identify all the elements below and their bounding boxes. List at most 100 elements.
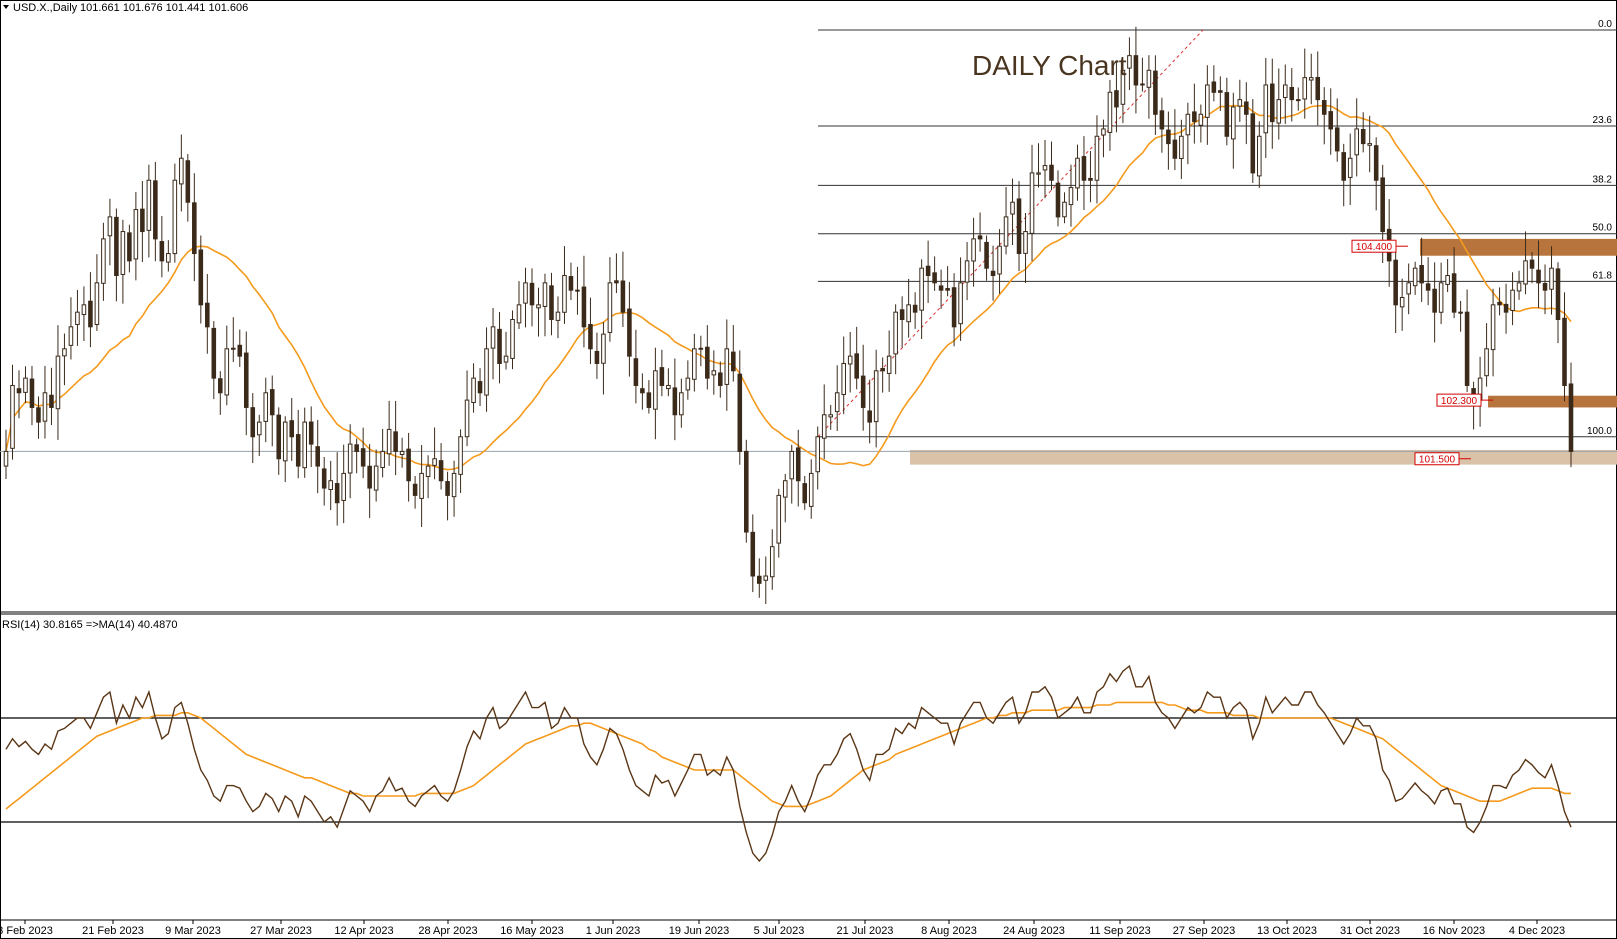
price-label: 104.400 <box>1351 239 1408 253</box>
candle <box>542 273 548 337</box>
candle <box>1036 143 1041 188</box>
candle <box>354 438 359 474</box>
candle <box>1315 51 1321 126</box>
support-zone-101500 <box>910 449 1617 465</box>
candle <box>1432 262 1437 343</box>
x-tick-label: 5 Jul 2023 <box>754 925 805 937</box>
candle <box>302 407 307 478</box>
triangle-down-icon[interactable] <box>3 5 9 9</box>
candle <box>1042 139 1048 199</box>
price-label: 101.500 <box>1414 452 1471 466</box>
ma-line <box>5 104 1572 471</box>
candle <box>679 378 684 428</box>
candle <box>1523 231 1528 295</box>
candle <box>451 460 457 517</box>
candle <box>1529 252 1535 284</box>
candle <box>490 307 496 380</box>
candle <box>445 471 450 521</box>
candle <box>1094 115 1100 204</box>
candle <box>42 365 48 439</box>
candle <box>55 325 61 440</box>
candle <box>1360 112 1366 153</box>
candle <box>412 475 418 509</box>
candle <box>1549 246 1554 315</box>
candle <box>1237 79 1243 122</box>
x-tick-label: 12 Apr 2023 <box>334 925 393 937</box>
candle <box>769 529 775 590</box>
candle <box>127 224 132 273</box>
candle <box>1451 247 1457 319</box>
candle <box>614 253 619 294</box>
candle <box>860 344 866 431</box>
candle <box>114 208 119 302</box>
candle <box>198 235 204 324</box>
candle <box>347 424 353 499</box>
candle <box>873 349 879 448</box>
candle <box>724 319 730 411</box>
x-tick-label: 9 Mar 2023 <box>165 925 221 937</box>
x-tick-label: 16 Nov 2023 <box>1423 925 1485 937</box>
candle <box>1179 119 1184 179</box>
candle <box>1224 77 1230 146</box>
candle <box>224 325 230 406</box>
candle <box>1367 115 1372 173</box>
candle <box>1373 137 1379 211</box>
rsi-header: RSI(14) 30.8165 =>MA(14) 40.4870 <box>2 619 178 631</box>
resistance-zone-104400 <box>1420 238 1617 256</box>
candle <box>1536 240 1541 309</box>
candle <box>854 326 859 390</box>
candle <box>847 332 853 393</box>
candle <box>1503 283 1509 334</box>
candle <box>94 254 100 331</box>
rsi-pane <box>0 664 1617 863</box>
candle <box>399 437 405 468</box>
candle <box>588 297 593 365</box>
candle <box>672 358 678 441</box>
candle <box>81 286 87 342</box>
candle <box>958 257 963 341</box>
fib-label: 61.8 <box>1593 270 1613 281</box>
candle <box>23 366 28 404</box>
candle <box>1308 53 1314 105</box>
candle <box>886 330 892 392</box>
candle <box>282 416 288 483</box>
candle <box>75 289 80 346</box>
candle <box>945 266 950 297</box>
candle <box>263 377 269 443</box>
candle <box>1003 186 1009 255</box>
candle <box>1425 257 1431 306</box>
candle <box>666 368 671 397</box>
candle <box>1445 258 1450 293</box>
candle <box>159 215 165 278</box>
candle <box>1562 292 1567 402</box>
candle <box>276 407 282 475</box>
candle <box>1477 356 1483 427</box>
candle <box>1555 262 1561 344</box>
svg-text:102.300: 102.300 <box>1441 396 1478 407</box>
candle <box>821 384 827 460</box>
rsi-line <box>5 664 1572 863</box>
candle <box>458 429 463 494</box>
candle <box>633 329 639 404</box>
candle <box>166 240 171 272</box>
candle <box>1302 48 1308 119</box>
candle <box>497 311 502 384</box>
candle <box>484 327 489 412</box>
candle <box>841 336 846 415</box>
candle <box>289 397 295 461</box>
candle <box>179 134 184 212</box>
candle <box>555 296 561 339</box>
candle <box>1295 87 1301 111</box>
fib-label: 100.0 <box>1587 426 1612 437</box>
x-tick-label: 16 May 2023 <box>500 925 564 937</box>
candle <box>620 251 626 328</box>
candle <box>1029 144 1035 261</box>
candle <box>789 444 795 504</box>
x-tick-label: 1 Jun 2023 <box>586 925 640 937</box>
candle <box>380 428 385 478</box>
candle <box>523 267 528 328</box>
svg-text:101.500: 101.500 <box>1419 455 1456 466</box>
candle <box>107 198 113 266</box>
candle <box>1497 287 1502 316</box>
candle <box>692 333 697 392</box>
